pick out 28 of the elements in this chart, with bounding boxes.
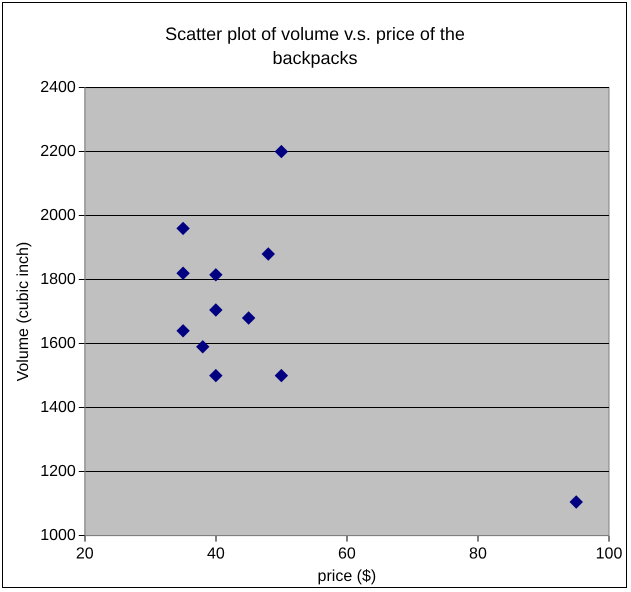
point (209, 268, 222, 282)
y-tick-label: 2200 (40, 143, 76, 160)
y-tick-label: 1200 (40, 463, 76, 480)
y-tick-label: 1000 (40, 527, 76, 544)
point (242, 312, 256, 324)
y-tick-label: 1600 (40, 335, 76, 352)
point (209, 369, 222, 382)
x-tick-label: 100 (596, 546, 622, 563)
point (570, 496, 583, 508)
point (274, 369, 288, 382)
y-tick-label: 1800 (40, 271, 76, 288)
point (176, 222, 190, 235)
point (176, 324, 190, 338)
x-tick-label: 20 (76, 546, 94, 563)
point (196, 340, 210, 354)
point (209, 304, 222, 316)
chart-title: Scatter plot of volume v.s. price of the backpacks (164, 23, 466, 70)
y-tick-label: 2000 (40, 207, 76, 224)
x-tick-label: 80 (469, 546, 487, 563)
x-axis-title: price ($) (318, 568, 376, 585)
point (176, 266, 190, 280)
y-axis-title: Volume (cubic inch) (15, 242, 32, 382)
y-tick-label: 1400 (40, 399, 76, 416)
y-tick-label: 2400 (40, 79, 76, 96)
point (262, 248, 275, 260)
x-tick-label: 40 (206, 546, 225, 563)
x-tick-label: 60 (338, 546, 356, 563)
point (274, 145, 288, 158)
